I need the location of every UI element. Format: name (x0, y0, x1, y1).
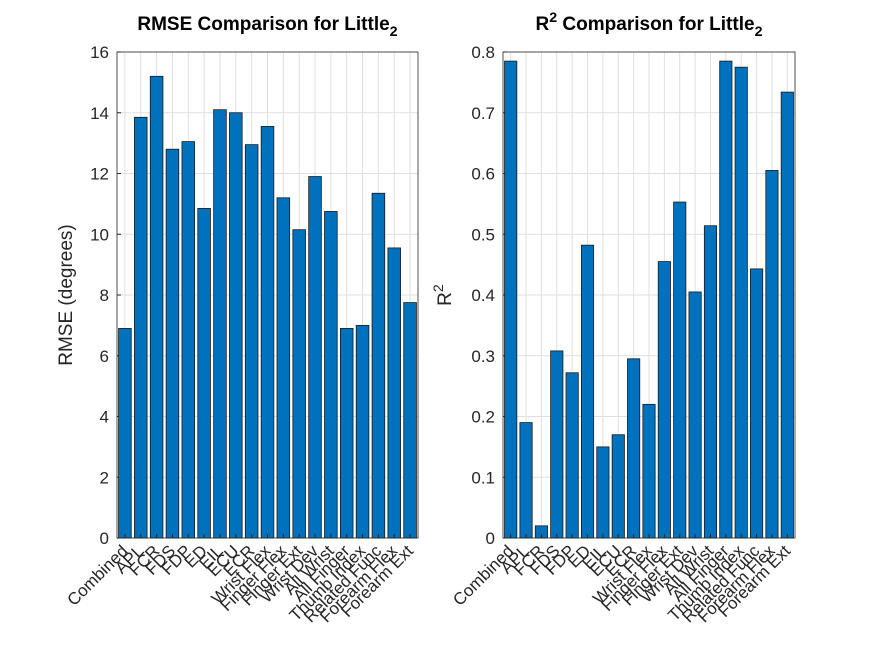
bar (387, 247, 401, 539)
axes-box (116, 51, 419, 539)
y-tick-label: 2 (100, 468, 109, 487)
y-tick-label: 0 (486, 529, 495, 548)
chart-title: R2 Comparison for Little2 (535, 10, 762, 40)
bar (504, 60, 518, 539)
chart-title-part: 2 (549, 10, 557, 26)
bar (213, 109, 227, 539)
chart-title-part: RMSE Comparison for Little (137, 14, 389, 35)
bar (780, 91, 794, 539)
bar (181, 141, 196, 539)
y-axis-label: RMSE (degrees) (56, 224, 77, 366)
y-tick-label: 0.5 (471, 225, 495, 244)
bar (292, 229, 306, 539)
bar (165, 148, 180, 539)
bar (627, 358, 641, 539)
y-tick-label: 0.7 (471, 104, 495, 123)
bar (371, 192, 386, 539)
y-tick-label: 0.4 (471, 286, 495, 305)
y-tick-label: 10 (90, 225, 109, 244)
bar (673, 201, 687, 539)
bar (596, 446, 610, 539)
y-tick-label: 0 (100, 529, 109, 548)
y-tick-label: 14 (90, 104, 109, 123)
bar (657, 261, 671, 539)
bar (403, 302, 417, 539)
bar (324, 211, 338, 539)
bar (688, 291, 702, 539)
bar (765, 170, 779, 539)
y-tick-label: 8 (100, 286, 109, 305)
y-tick-label: 0.6 (471, 165, 495, 184)
y-axis-label-part: RMSE (degrees) (56, 224, 77, 366)
y-tick-label: 12 (90, 165, 109, 184)
bar (719, 60, 733, 539)
y-tick-label: 0.1 (471, 468, 495, 487)
y-tick-label: 4 (100, 408, 109, 427)
bar (308, 176, 322, 539)
bar (611, 434, 625, 539)
bar (750, 268, 764, 539)
y-tick-label: 0.3 (471, 347, 495, 366)
y-tick-label: 0.2 (471, 408, 495, 427)
y-axis-label: R2 (431, 284, 456, 306)
bar (134, 116, 148, 539)
bar (229, 112, 243, 539)
chart-title-part: Comparison for Little (557, 14, 754, 35)
y-tick-label: 16 (90, 43, 109, 62)
bar (276, 197, 291, 539)
y-tick-label: 6 (100, 347, 109, 366)
bar (565, 372, 579, 539)
bar (244, 144, 259, 539)
y-axis-label-part: R (435, 292, 456, 306)
chart-title-part: 2 (390, 24, 398, 40)
chart-title-part: 2 (755, 24, 763, 40)
bar (519, 422, 533, 539)
y-tick-label: 0.8 (471, 43, 495, 62)
y-axis-label-part: 2 (431, 284, 447, 292)
bar (339, 328, 354, 539)
bar (550, 350, 564, 539)
bar (642, 403, 656, 539)
bar (149, 75, 164, 539)
bar (580, 244, 595, 539)
bar (197, 208, 211, 539)
axes-box (502, 51, 796, 539)
chart-title: RMSE Comparison for Little2 (137, 14, 397, 40)
chart-title-part: R (535, 14, 549, 35)
bar (355, 324, 370, 539)
bar (260, 126, 275, 539)
bar (734, 66, 748, 539)
bar (118, 328, 132, 539)
bar (703, 225, 718, 539)
